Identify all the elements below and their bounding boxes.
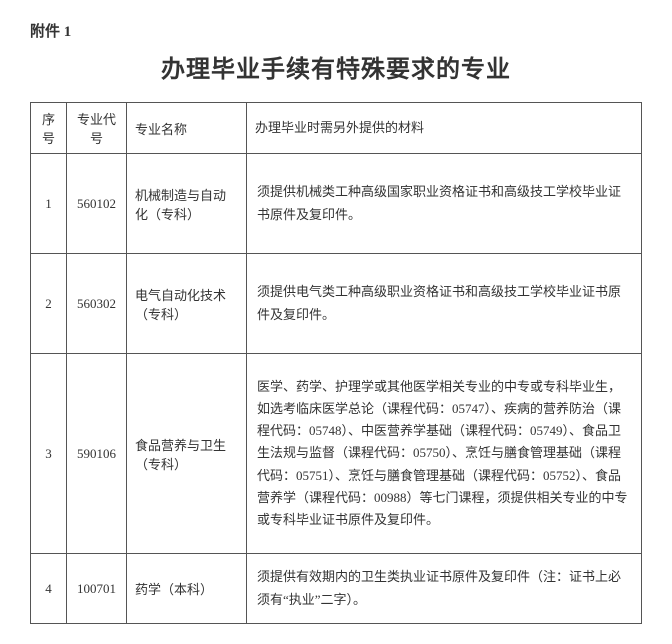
cell-req: 须提供机械类工种高级国家职业资格证书和高级技工学校毕业证书原件及复印件。	[247, 154, 642, 254]
header-num: 序号	[31, 103, 67, 154]
cell-code: 560302	[67, 254, 127, 354]
header-name: 专业名称	[127, 103, 247, 154]
cell-req: 须提供电气类工种高级职业资格证书和高级技工学校毕业证书原件及复印件。	[247, 254, 642, 354]
cell-code: 560102	[67, 154, 127, 254]
cell-name: 机械制造与自动化（专科）	[127, 154, 247, 254]
cell-code: 590106	[67, 354, 127, 554]
cell-code: 100701	[67, 554, 127, 624]
cell-num: 3	[31, 354, 67, 554]
cell-req: 须提供有效期内的卫生类执业证书原件及复印件（注：证书上必须有“执业”二字）。	[247, 554, 642, 624]
table-row: 3 590106 食品营养与卫生（专科） 医学、药学、护理学或其他医学相关专业的…	[31, 354, 642, 554]
cell-num: 2	[31, 254, 67, 354]
cell-name: 电气自动化技术（专科）	[127, 254, 247, 354]
cell-name: 食品营养与卫生（专科）	[127, 354, 247, 554]
attachment-label: 附件 1	[30, 20, 642, 41]
header-req: 办理毕业时需另外提供的材料	[247, 103, 642, 154]
table-row: 1 560102 机械制造与自动化（专科） 须提供机械类工种高级国家职业资格证书…	[31, 154, 642, 254]
cell-name: 药学（本科）	[127, 554, 247, 624]
table-row: 2 560302 电气自动化技术（专科） 须提供电气类工种高级职业资格证书和高级…	[31, 254, 642, 354]
cell-req: 医学、药学、护理学或其他医学相关专业的中专或专科毕业生，如选考临床医学总论（课程…	[247, 354, 642, 554]
page-title: 办理毕业手续有特殊要求的专业	[30, 49, 642, 84]
cell-num: 1	[31, 154, 67, 254]
table-header-row: 序号 专业代号 专业名称 办理毕业时需另外提供的材料	[31, 103, 642, 154]
header-code: 专业代号	[67, 103, 127, 154]
table-row: 4 100701 药学（本科） 须提供有效期内的卫生类执业证书原件及复印件（注：…	[31, 554, 642, 624]
requirements-table: 序号 专业代号 专业名称 办理毕业时需另外提供的材料 1 560102 机械制造…	[30, 102, 642, 624]
cell-num: 4	[31, 554, 67, 624]
